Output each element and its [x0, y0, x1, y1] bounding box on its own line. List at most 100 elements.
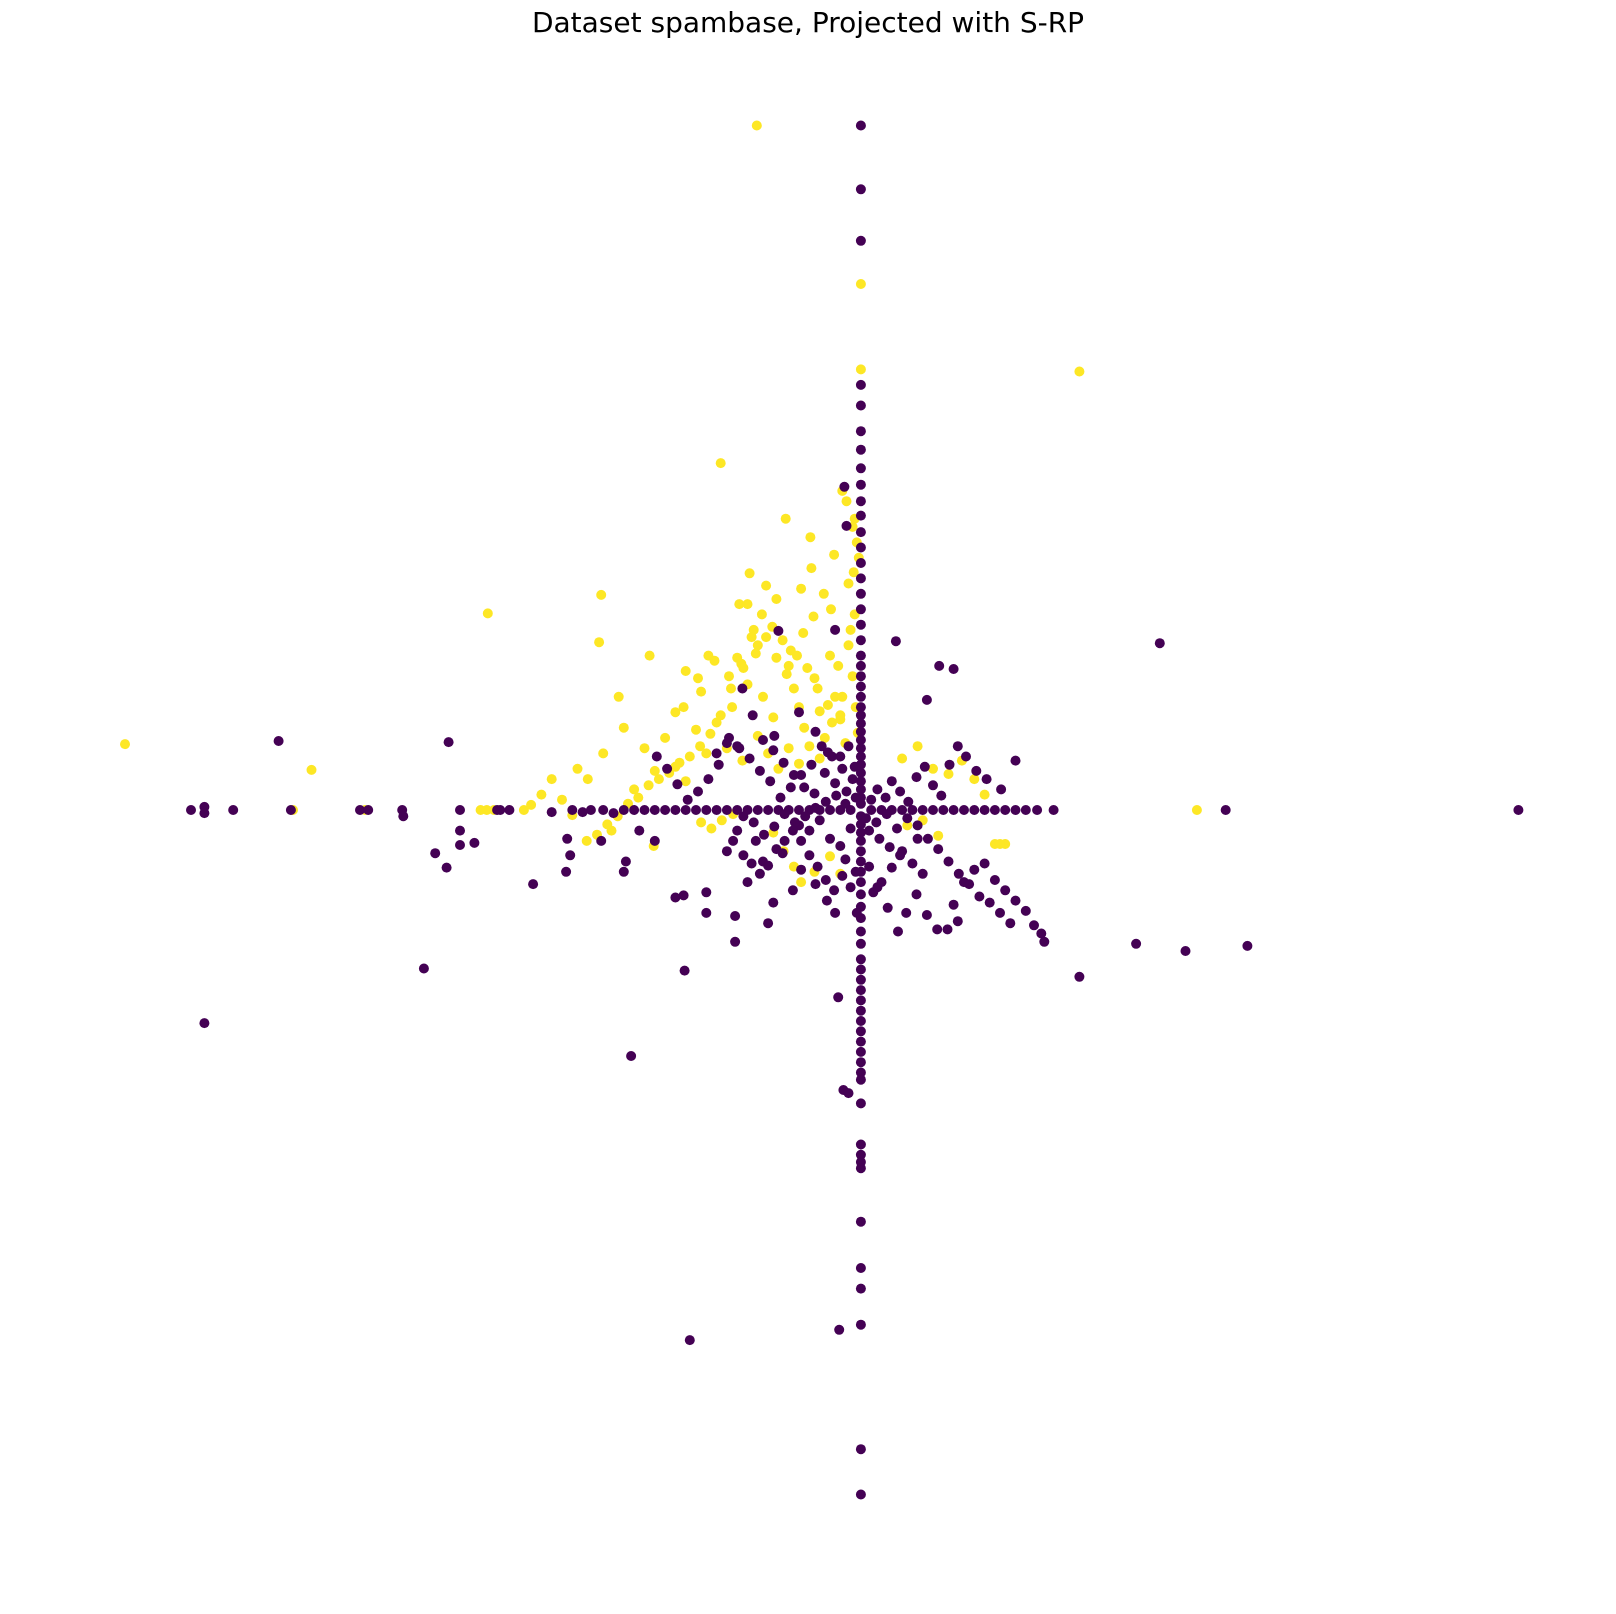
scatter-point: [911, 772, 922, 783]
scatter-point: [629, 805, 640, 815]
scatter-point: [526, 799, 537, 810]
scatter-point: [855, 1057, 866, 1068]
scatter-point: [684, 751, 695, 762]
scatter-point: [855, 573, 866, 584]
scatter-point: [872, 784, 883, 795]
scatter-point: [1131, 938, 1142, 949]
scatter-point: [831, 790, 842, 801]
scatter-point: [829, 549, 840, 560]
scatter-point: [1048, 805, 1059, 815]
scatter-point: [754, 765, 765, 776]
scatter-point: [562, 833, 573, 844]
scatter-point: [783, 660, 794, 671]
scatter-point: [855, 767, 866, 778]
scatter-point: [1220, 805, 1231, 815]
scatter-point: [969, 805, 980, 815]
scatter-point: [855, 463, 866, 474]
scatter-point: [893, 926, 903, 937]
scatter-point: [768, 712, 779, 723]
scatter-point: [855, 1046, 866, 1057]
scatter-point: [734, 599, 745, 610]
scatter-point: [814, 753, 825, 764]
scatter-point: [979, 805, 990, 815]
scatter-point: [855, 444, 866, 455]
scatter-point: [779, 835, 790, 846]
scatter-point: [837, 763, 848, 774]
scatter-point: [730, 911, 741, 921]
scatter-point: [855, 660, 866, 671]
scatter-point: [819, 732, 830, 743]
scatter-point: [763, 860, 774, 871]
scatter-point: [783, 743, 794, 754]
scatter-point: [639, 805, 650, 815]
scatter-point: [469, 837, 480, 848]
scatter-point: [792, 650, 802, 661]
scatter-point: [866, 794, 877, 805]
scatter-point: [680, 805, 691, 815]
scatter-point: [693, 673, 703, 684]
scatter-point: [785, 782, 796, 793]
scatter-point: [713, 759, 724, 770]
scatter-point: [441, 862, 452, 873]
scatter-point: [649, 835, 660, 846]
scatter-point: [696, 817, 707, 828]
scatter-point: [732, 741, 743, 752]
scatter-point: [769, 821, 780, 832]
scatter-point: [812, 861, 823, 872]
chart-title: Dataset spambase, Projected with S-RP: [531, 6, 1085, 39]
scatter-point: [724, 671, 734, 682]
scatter-point: [680, 666, 691, 676]
scatter-point: [758, 735, 768, 745]
scatter-point: [273, 736, 284, 746]
scatter-point: [651, 751, 662, 762]
scatter-point: [830, 778, 841, 789]
scatter-point: [800, 811, 811, 822]
scatter-point: [481, 805, 492, 815]
scatter-point: [691, 724, 701, 735]
scatter-point: [662, 763, 673, 774]
scatter-point: [855, 835, 866, 846]
scatter-point: [855, 619, 866, 630]
scatter-point: [902, 813, 913, 824]
scatter-point: [843, 741, 854, 752]
scatter-point: [1180, 946, 1191, 956]
scatter-point: [847, 671, 858, 682]
scatter-point: [779, 809, 790, 820]
scatter-point: [649, 805, 660, 815]
scatter-point: [1074, 366, 1085, 377]
scatter-point: [814, 706, 825, 717]
scatter-point: [855, 379, 866, 390]
scatter-point: [912, 820, 923, 831]
scatter-point: [715, 458, 726, 469]
scatter-point: [822, 700, 833, 710]
scatter-point: [855, 827, 866, 838]
scatter-point: [747, 710, 758, 721]
scatter-point: [804, 850, 815, 861]
scatter-point: [917, 868, 928, 879]
scatter-point: [833, 992, 844, 1003]
scatter-point: [751, 120, 762, 131]
scatter-point: [696, 686, 707, 697]
scatter-point: [721, 738, 732, 749]
scatter-point: [855, 735, 866, 745]
scatter-point: [626, 1051, 637, 1061]
scatter-point: [771, 844, 782, 855]
scatter-point: [682, 794, 693, 805]
scatter-point: [228, 805, 239, 815]
scatter-point: [855, 1139, 866, 1150]
scatter-point: [585, 805, 596, 815]
scatter-point: [921, 910, 932, 920]
scatter-point: [780, 513, 791, 524]
scatter-point: [602, 819, 613, 830]
scatter-point: [841, 496, 852, 507]
scatter-point: [778, 757, 789, 768]
scatter-point: [670, 707, 681, 718]
scatter-point: [819, 767, 830, 778]
scatter-point: [855, 710, 866, 721]
scatter-point: [1000, 885, 1011, 896]
scatter-point: [577, 807, 588, 818]
scatter-point: [855, 846, 866, 857]
scatter-point: [644, 650, 655, 661]
scatter-point: [660, 805, 671, 815]
